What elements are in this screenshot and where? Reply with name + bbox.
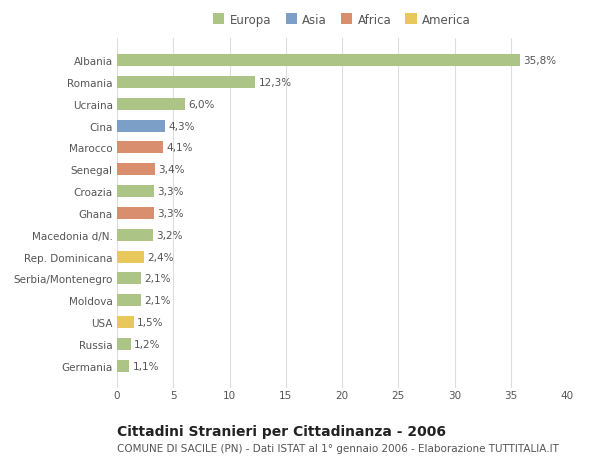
Text: 2,1%: 2,1% bbox=[144, 296, 170, 306]
Bar bbox=[117, 185, 154, 198]
Text: COMUNE DI SACILE (PN) - Dati ISTAT al 1° gennaio 2006 - Elaborazione TUTTITALIA.: COMUNE DI SACILE (PN) - Dati ISTAT al 1°… bbox=[117, 443, 559, 453]
Text: 1,1%: 1,1% bbox=[133, 361, 159, 371]
Text: 3,3%: 3,3% bbox=[157, 208, 184, 218]
Bar bbox=[117, 55, 520, 67]
Legend: Europa, Asia, Africa, America: Europa, Asia, Africa, America bbox=[214, 13, 470, 27]
Text: 2,4%: 2,4% bbox=[148, 252, 174, 262]
Text: 3,4%: 3,4% bbox=[158, 165, 185, 175]
Bar bbox=[117, 273, 140, 285]
Bar bbox=[117, 77, 256, 89]
Bar bbox=[117, 142, 163, 154]
Text: 4,3%: 4,3% bbox=[169, 121, 195, 131]
Bar bbox=[117, 360, 130, 372]
Bar bbox=[117, 99, 185, 111]
Bar bbox=[117, 164, 155, 176]
Text: 4,1%: 4,1% bbox=[167, 143, 193, 153]
Text: 3,2%: 3,2% bbox=[157, 230, 183, 240]
Bar bbox=[117, 295, 140, 307]
Bar bbox=[117, 251, 144, 263]
Text: 35,8%: 35,8% bbox=[523, 56, 556, 66]
Bar bbox=[117, 316, 134, 328]
Bar bbox=[117, 338, 131, 350]
Text: 2,1%: 2,1% bbox=[144, 274, 170, 284]
Text: 12,3%: 12,3% bbox=[259, 78, 292, 88]
Text: 1,2%: 1,2% bbox=[134, 339, 160, 349]
Text: 6,0%: 6,0% bbox=[188, 100, 214, 109]
Text: 1,5%: 1,5% bbox=[137, 318, 164, 327]
Bar bbox=[117, 229, 153, 241]
Text: 3,3%: 3,3% bbox=[157, 187, 184, 196]
Text: Cittadini Stranieri per Cittadinanza - 2006: Cittadini Stranieri per Cittadinanza - 2… bbox=[117, 425, 446, 438]
Bar bbox=[117, 207, 154, 219]
Bar bbox=[117, 120, 166, 132]
